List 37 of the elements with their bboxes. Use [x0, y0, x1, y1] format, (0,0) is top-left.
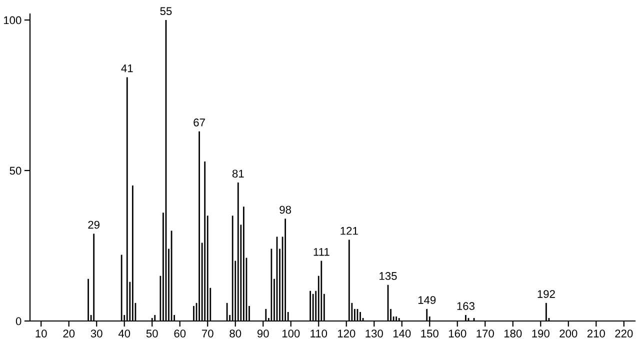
x-tick-label: 150 [421, 330, 438, 338]
x-tick-label: 50 [146, 330, 158, 338]
x-tick-label: 10 [36, 330, 47, 338]
annotation: 192 [538, 290, 555, 298]
y-tick-label: 0 [16, 317, 22, 326]
x-tick-label: 170 [476, 330, 494, 338]
x-tick-label: 60 [174, 330, 186, 338]
x-tick-label: 40 [118, 330, 130, 338]
x-tick-label: 190 [532, 330, 550, 338]
x-tick-label: 200 [560, 330, 578, 338]
annotation: 81 [232, 170, 244, 178]
x-tick-label: 180 [504, 330, 522, 338]
annotation: 135 [380, 272, 397, 280]
x-tick-label: 220 [615, 330, 633, 338]
annotation: 111 [314, 248, 330, 256]
x-tick-label: 70 [202, 330, 214, 338]
x-tick-label: 110 [310, 330, 328, 338]
annotation: 149 [418, 296, 436, 304]
annotation: 98 [280, 206, 292, 214]
annotation: 163 [457, 302, 474, 310]
annotation: 121 [340, 226, 358, 235]
x-tick-label: 20 [63, 330, 75, 338]
x-tick-label: 130 [366, 330, 383, 338]
annotation: 41 [121, 64, 133, 72]
x-tick-label: 210 [587, 330, 605, 338]
x-tick-label: 80 [230, 330, 242, 338]
x-tick-label: 140 [393, 330, 411, 338]
y-tick-label: 50 [10, 166, 22, 175]
x-tick-label: 120 [338, 330, 356, 338]
annotation: 29 [88, 220, 100, 229]
annotation: 67 [194, 118, 205, 126]
x-tick-label: 100 [282, 330, 300, 338]
y-tick-label: 100 [4, 16, 22, 24]
x-tick-label: 30 [90, 330, 102, 338]
x-tick-label: 160 [448, 330, 466, 338]
annotation: 55 [160, 7, 172, 16]
x-tick-label: 90 [257, 330, 269, 338]
